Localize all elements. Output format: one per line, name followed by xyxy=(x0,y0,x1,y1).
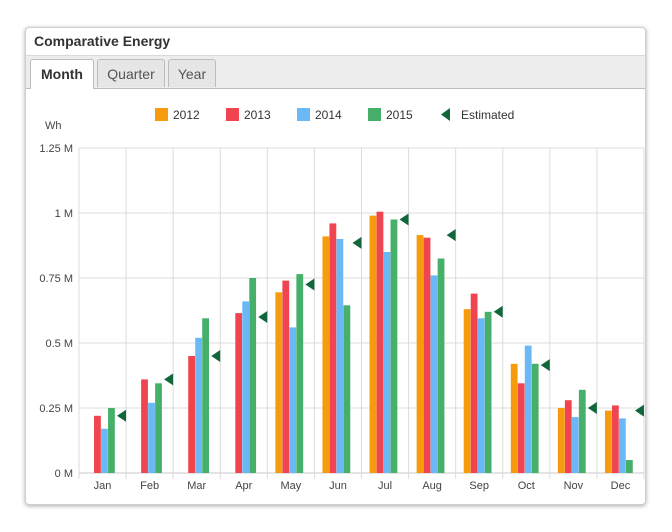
x-tick-label: Jul xyxy=(378,480,392,492)
estimated-marker-Sep xyxy=(493,305,503,318)
bar-2014-Jul xyxy=(383,252,391,473)
y-tick-label: 0.25 M xyxy=(39,403,73,415)
y-tick-label: 1 M xyxy=(55,208,73,220)
bar-2015-Jun xyxy=(343,305,351,473)
bar-2014-Jun xyxy=(336,239,344,473)
x-tick-label: Jun xyxy=(329,480,347,492)
period-tabs: Month Quarter Year xyxy=(26,56,645,89)
y-tick-label: 0.75 M xyxy=(39,273,73,285)
bar-2013-Feb xyxy=(141,379,148,473)
bar-2013-May xyxy=(282,280,290,473)
bar-2012-Sep xyxy=(463,309,471,473)
bar-2013-Aug xyxy=(423,237,431,473)
y-axis-title: Wh xyxy=(45,120,62,132)
bar-2014-Sep xyxy=(477,318,485,473)
bar-2013-Oct xyxy=(517,383,525,473)
bar-2013-Jan xyxy=(94,415,101,473)
bar-2014-Dec xyxy=(618,418,626,473)
energy-bar-chart: 0 M 0.25 M 0.5 M 0.75 M 1 M 1.25 M Wh Jan Feb Mar… xyxy=(39,108,645,492)
bar-2015-Jan xyxy=(108,408,115,473)
estimated-marker-May xyxy=(305,278,315,291)
y-tick-label: 0 M xyxy=(55,468,73,480)
bar-2013-Dec xyxy=(611,405,619,473)
bar-2012-Nov xyxy=(557,408,565,473)
bar-2013-Sep xyxy=(470,293,478,473)
estimated-marker-Jul xyxy=(399,213,409,226)
estimated-marker-Oct xyxy=(540,359,550,372)
bar-2013-Jun xyxy=(329,223,337,473)
bar-2015-May xyxy=(296,274,304,473)
x-tick-label: Jan xyxy=(94,480,112,492)
x-tick-label: May xyxy=(280,480,301,492)
bar-2013-Jul xyxy=(376,211,384,473)
bar-2015-Nov xyxy=(578,389,586,473)
bar-2015-Mar xyxy=(202,318,210,473)
bar-2015-Oct xyxy=(531,363,539,473)
bar-2013-Mar xyxy=(188,356,196,473)
x-tick-label: Aug xyxy=(422,480,442,492)
bar-2014-Jan xyxy=(101,428,108,473)
legend-label-2015: 2015 xyxy=(386,108,413,122)
bar-2012-Oct xyxy=(510,363,518,473)
estimated-marker-Jun xyxy=(352,236,362,249)
legend-swatch-2015 xyxy=(368,108,381,121)
bar-2014-Aug xyxy=(430,275,438,473)
x-tick-label: Nov xyxy=(564,480,584,492)
energy-panel: Comparative Energy Month Quarter Year 0 … xyxy=(25,27,646,505)
estimated-marker-Aug xyxy=(446,229,456,242)
estimated-marker-Nov xyxy=(587,402,597,414)
bar-2012-Jun xyxy=(322,236,330,473)
estimated-marker-Apr xyxy=(258,311,268,323)
bar-2012-May xyxy=(275,292,283,473)
tab-quarter[interactable]: Quarter xyxy=(97,59,165,87)
chart-area: 0 M 0.25 M 0.5 M 0.75 M 1 M 1.25 M Wh Jan Feb Mar… xyxy=(26,89,645,504)
bar-2012-Dec xyxy=(604,410,612,473)
bar-2014-Nov xyxy=(571,417,579,473)
bar-2015-Feb xyxy=(155,383,162,473)
legend-swatch-2013 xyxy=(226,108,239,121)
estimated-marker-Feb xyxy=(164,373,174,386)
tab-year[interactable]: Year xyxy=(168,59,216,87)
bar-2013-Nov xyxy=(564,400,572,473)
x-tick-label: Dec xyxy=(611,480,631,492)
legend-swatch-estimated xyxy=(441,108,450,121)
x-tick-label: Mar xyxy=(187,480,206,492)
legend-swatch-2014 xyxy=(297,108,310,121)
bar-2012-Jul xyxy=(369,215,377,473)
x-tick-label: Apr xyxy=(235,480,252,492)
bar-2015-Jul xyxy=(390,219,398,473)
bar-2014-Mar xyxy=(195,337,203,473)
y-tick-label: 0.5 M xyxy=(45,338,73,350)
legend-swatch-2012 xyxy=(155,108,168,121)
estimated-marker-Mar xyxy=(211,350,221,362)
estimated-marker-Dec xyxy=(634,404,644,417)
bar-2015-Aug xyxy=(437,258,445,473)
bar-2015-Sep xyxy=(484,311,492,473)
legend-label-estimated: Estimated xyxy=(461,108,514,122)
y-tick-label: 1.25 M xyxy=(39,143,73,155)
bar-2015-Dec xyxy=(625,460,633,473)
legend-label-2012: 2012 xyxy=(173,108,200,122)
x-tick-label: Oct xyxy=(518,480,535,492)
legend-label-2013: 2013 xyxy=(244,108,271,122)
bar-2014-Oct xyxy=(524,345,532,473)
x-tick-label: Sep xyxy=(469,480,489,492)
bar-2015-Apr xyxy=(249,278,257,473)
bar-2013-Apr xyxy=(235,313,243,473)
bar-2012-Aug xyxy=(416,235,424,473)
tab-month[interactable]: Month xyxy=(30,59,94,89)
bar-2014-Feb xyxy=(148,402,155,473)
legend-label-2014: 2014 xyxy=(315,108,342,122)
panel-title: Comparative Energy xyxy=(26,28,645,56)
x-tick-label: Feb xyxy=(140,480,159,492)
bar-2014-Apr xyxy=(242,301,250,473)
estimated-marker-Jan xyxy=(117,409,127,422)
bar-2014-May xyxy=(289,327,297,473)
